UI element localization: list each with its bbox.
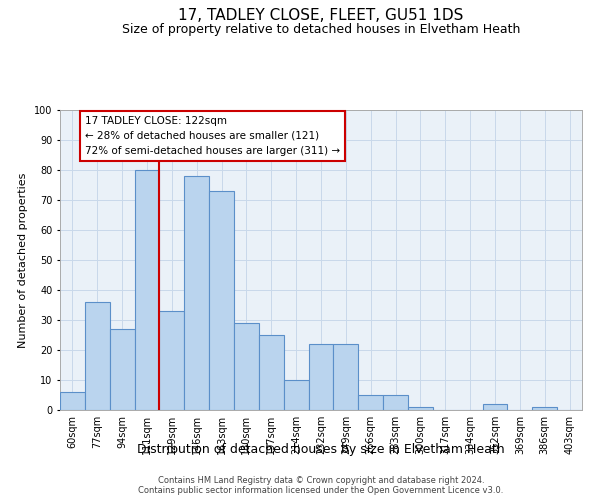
Bar	[383, 395, 408, 410]
Bar	[334, 344, 358, 410]
Bar	[134, 170, 160, 410]
Bar	[85, 302, 110, 410]
Text: Contains HM Land Registry data © Crown copyright and database right 2024.
Contai: Contains HM Land Registry data © Crown c…	[139, 476, 503, 495]
Bar	[284, 380, 308, 410]
Bar	[184, 176, 209, 410]
Bar	[482, 404, 508, 410]
Bar	[160, 311, 184, 410]
Text: 17, TADLEY CLOSE, FLEET, GU51 1DS: 17, TADLEY CLOSE, FLEET, GU51 1DS	[178, 8, 464, 22]
Text: Distribution of detached houses by size in Elvetham Heath: Distribution of detached houses by size …	[137, 442, 505, 456]
Bar	[60, 392, 85, 410]
Bar	[234, 323, 259, 410]
Bar	[408, 407, 433, 410]
Bar	[532, 407, 557, 410]
Y-axis label: Number of detached properties: Number of detached properties	[19, 172, 28, 348]
Bar	[209, 191, 234, 410]
Bar	[358, 395, 383, 410]
Bar	[259, 335, 284, 410]
Text: 17 TADLEY CLOSE: 122sqm
← 28% of detached houses are smaller (121)
72% of semi-d: 17 TADLEY CLOSE: 122sqm ← 28% of detache…	[85, 116, 340, 156]
Bar	[308, 344, 334, 410]
Text: Size of property relative to detached houses in Elvetham Heath: Size of property relative to detached ho…	[122, 22, 520, 36]
Bar	[110, 329, 134, 410]
